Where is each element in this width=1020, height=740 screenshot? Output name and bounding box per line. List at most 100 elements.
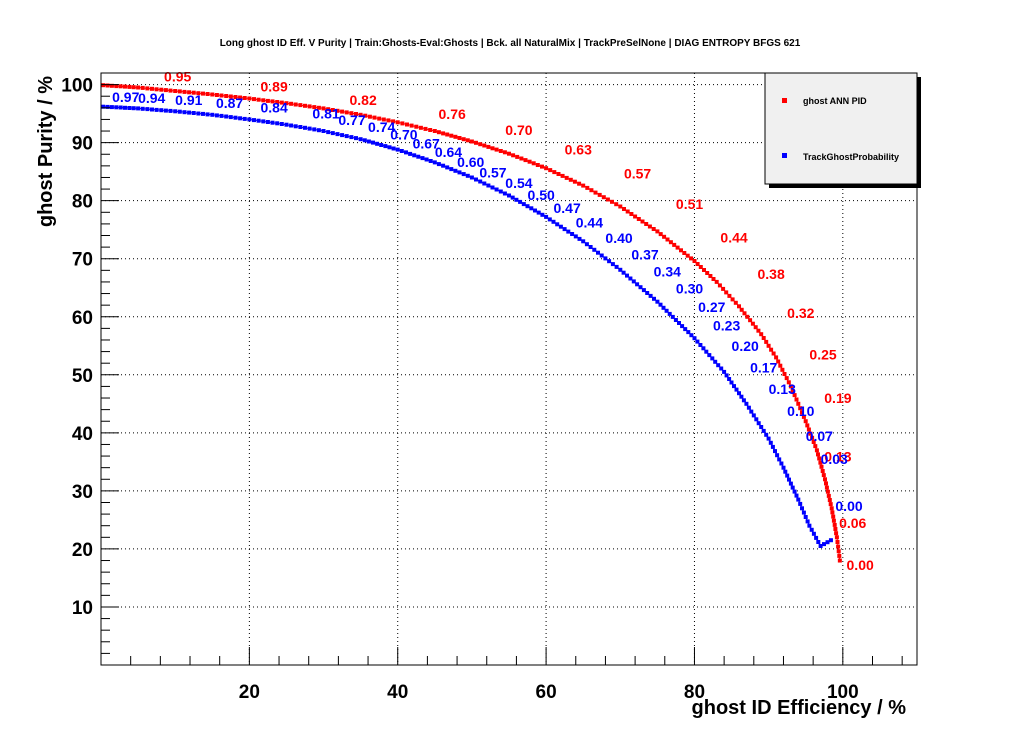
data-point — [210, 92, 215, 97]
data-point — [829, 506, 834, 511]
data-point — [742, 311, 747, 316]
cut-value-label: 0.74 — [368, 119, 395, 135]
axis-ticks — [101, 84, 903, 665]
data-point — [625, 273, 629, 278]
data-point — [585, 185, 590, 190]
data-point — [751, 413, 756, 418]
data-point — [551, 219, 556, 224]
data-point — [340, 133, 345, 138]
data-point — [708, 274, 713, 278]
data-point — [114, 84, 119, 89]
data-point — [270, 120, 275, 125]
data-point — [756, 421, 761, 426]
y-tick-label: 40 — [72, 424, 93, 445]
data-point — [702, 268, 706, 272]
data-point — [358, 112, 363, 117]
data-point — [502, 191, 507, 196]
data-point — [645, 291, 650, 295]
data-point — [614, 264, 619, 269]
data-point — [375, 141, 380, 146]
data-point — [745, 314, 750, 319]
data-point — [837, 558, 842, 563]
data-point — [831, 518, 836, 523]
data-point — [581, 239, 586, 244]
data-point — [670, 314, 675, 319]
data-point — [721, 286, 726, 291]
data-point — [449, 133, 454, 138]
data-point — [618, 204, 623, 209]
data-point — [219, 113, 224, 118]
cut-value-label: 0.60 — [457, 154, 484, 170]
data-point — [610, 199, 614, 204]
y-tick-label: 60 — [72, 308, 93, 329]
legend: ghost ANN PID TrackGhostProbability — [764, 72, 921, 188]
data-point — [792, 393, 797, 398]
data-point — [533, 208, 537, 213]
data-point — [816, 452, 820, 457]
data-point — [383, 144, 388, 149]
data-point — [201, 91, 205, 96]
cut-value-label: 0.34 — [654, 264, 681, 280]
data-point — [695, 339, 700, 344]
data-point — [792, 489, 797, 494]
data-point — [303, 103, 307, 108]
cut-value-label: 0.67 — [413, 135, 440, 151]
data-point — [610, 262, 615, 267]
data-point — [101, 104, 106, 109]
data-point — [618, 267, 623, 272]
data-point — [131, 85, 136, 90]
data-point — [136, 106, 141, 111]
data-point — [675, 245, 680, 250]
data-point — [818, 460, 823, 465]
cut-value-label: 0.17 — [750, 359, 777, 375]
data-point — [187, 90, 192, 95]
data-point — [418, 125, 423, 130]
data-point — [652, 296, 656, 301]
data-point — [256, 118, 261, 123]
data-point — [722, 369, 727, 374]
data-point — [754, 417, 759, 422]
data-point — [724, 373, 729, 378]
chart-title: Long ghost ID Eff. V Purity | Train:Ghos… — [220, 38, 801, 49]
data-point — [631, 279, 636, 284]
data-point — [588, 245, 593, 249]
data-point — [771, 351, 776, 356]
data-point — [154, 87, 159, 92]
data-point — [168, 108, 173, 113]
data-point — [238, 95, 243, 100]
data-point — [835, 540, 840, 544]
data-point — [205, 92, 210, 96]
data-point — [177, 89, 182, 94]
data-point — [196, 111, 201, 116]
data-point — [527, 159, 532, 164]
data-point — [798, 501, 803, 506]
data-point — [465, 173, 470, 178]
cut-value-label: 0.47 — [554, 200, 581, 216]
data-point — [247, 96, 252, 101]
data-point — [825, 489, 830, 494]
data-point — [381, 117, 386, 122]
data-point — [744, 401, 749, 406]
data-point — [764, 339, 769, 344]
data-point — [105, 83, 110, 88]
data-point — [828, 538, 833, 543]
data-point — [159, 108, 164, 113]
data-point — [584, 242, 589, 247]
data-point — [774, 355, 779, 360]
data-point — [798, 406, 803, 411]
cut-value-label: 0.54 — [505, 175, 532, 191]
cut-value-label: 0.10 — [787, 403, 814, 419]
data-point — [233, 115, 238, 120]
y-tick-label: 70 — [72, 250, 93, 271]
data-point — [344, 134, 349, 139]
data-point — [677, 321, 681, 325]
data-point — [607, 259, 612, 264]
data-point — [573, 234, 578, 239]
x-tick-label: 40 — [387, 682, 408, 703]
data-point — [833, 527, 838, 531]
data-point — [689, 333, 694, 338]
y-tick-label: 30 — [72, 482, 93, 503]
data-point — [662, 234, 667, 239]
data-point — [683, 327, 688, 332]
data-point — [340, 109, 345, 114]
